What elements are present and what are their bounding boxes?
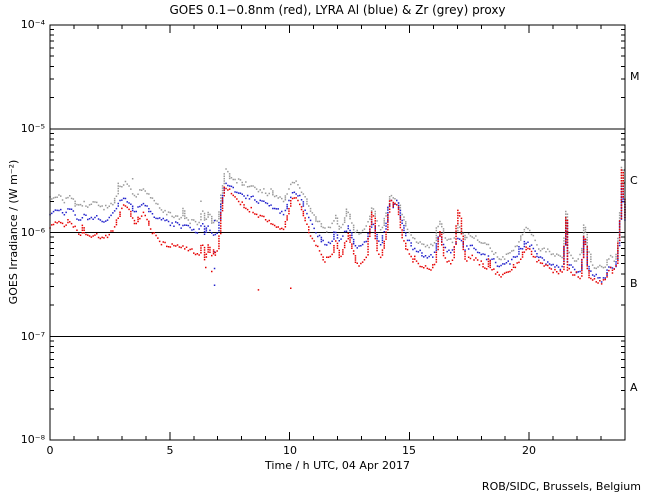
series-goes-dots bbox=[49, 169, 626, 291]
plot-border bbox=[49, 24, 626, 441]
x-tick-label-5: 5 bbox=[166, 444, 174, 457]
y-tick-label-1e-5: 10⁻⁵ bbox=[20, 122, 45, 135]
flare-class-label-a: A bbox=[630, 381, 638, 394]
credit-text: ROB/SIDC, Brussels, Belgium bbox=[481, 480, 641, 493]
series-zr-dots bbox=[49, 166, 626, 270]
flare-class-label-m: M bbox=[630, 70, 640, 83]
chart-title: GOES 0.1−0.8nm (red), LYRA Al (blue) & Z… bbox=[169, 3, 506, 17]
x-tick-label-10: 10 bbox=[283, 444, 297, 457]
y-tick-label-1e-4: 10⁻⁴ bbox=[20, 18, 45, 31]
x-tick-label-0: 0 bbox=[46, 444, 54, 457]
series-al-dots bbox=[49, 182, 626, 286]
flare-class-label-b: B bbox=[630, 277, 638, 290]
x-tick-label-20: 20 bbox=[522, 444, 536, 457]
y-tick-label-1e-8: 10⁻⁸ bbox=[20, 433, 45, 446]
x-axis-title: Time / h UTC, 04 Apr 2017 bbox=[265, 459, 410, 472]
x-tick-label-15: 15 bbox=[402, 444, 416, 457]
y-tick-label-1e-6: 10⁻⁶ bbox=[20, 226, 45, 239]
y-tick-label-1e-7: 10⁻⁷ bbox=[20, 330, 45, 343]
flare-class-label-c: C bbox=[630, 174, 638, 187]
